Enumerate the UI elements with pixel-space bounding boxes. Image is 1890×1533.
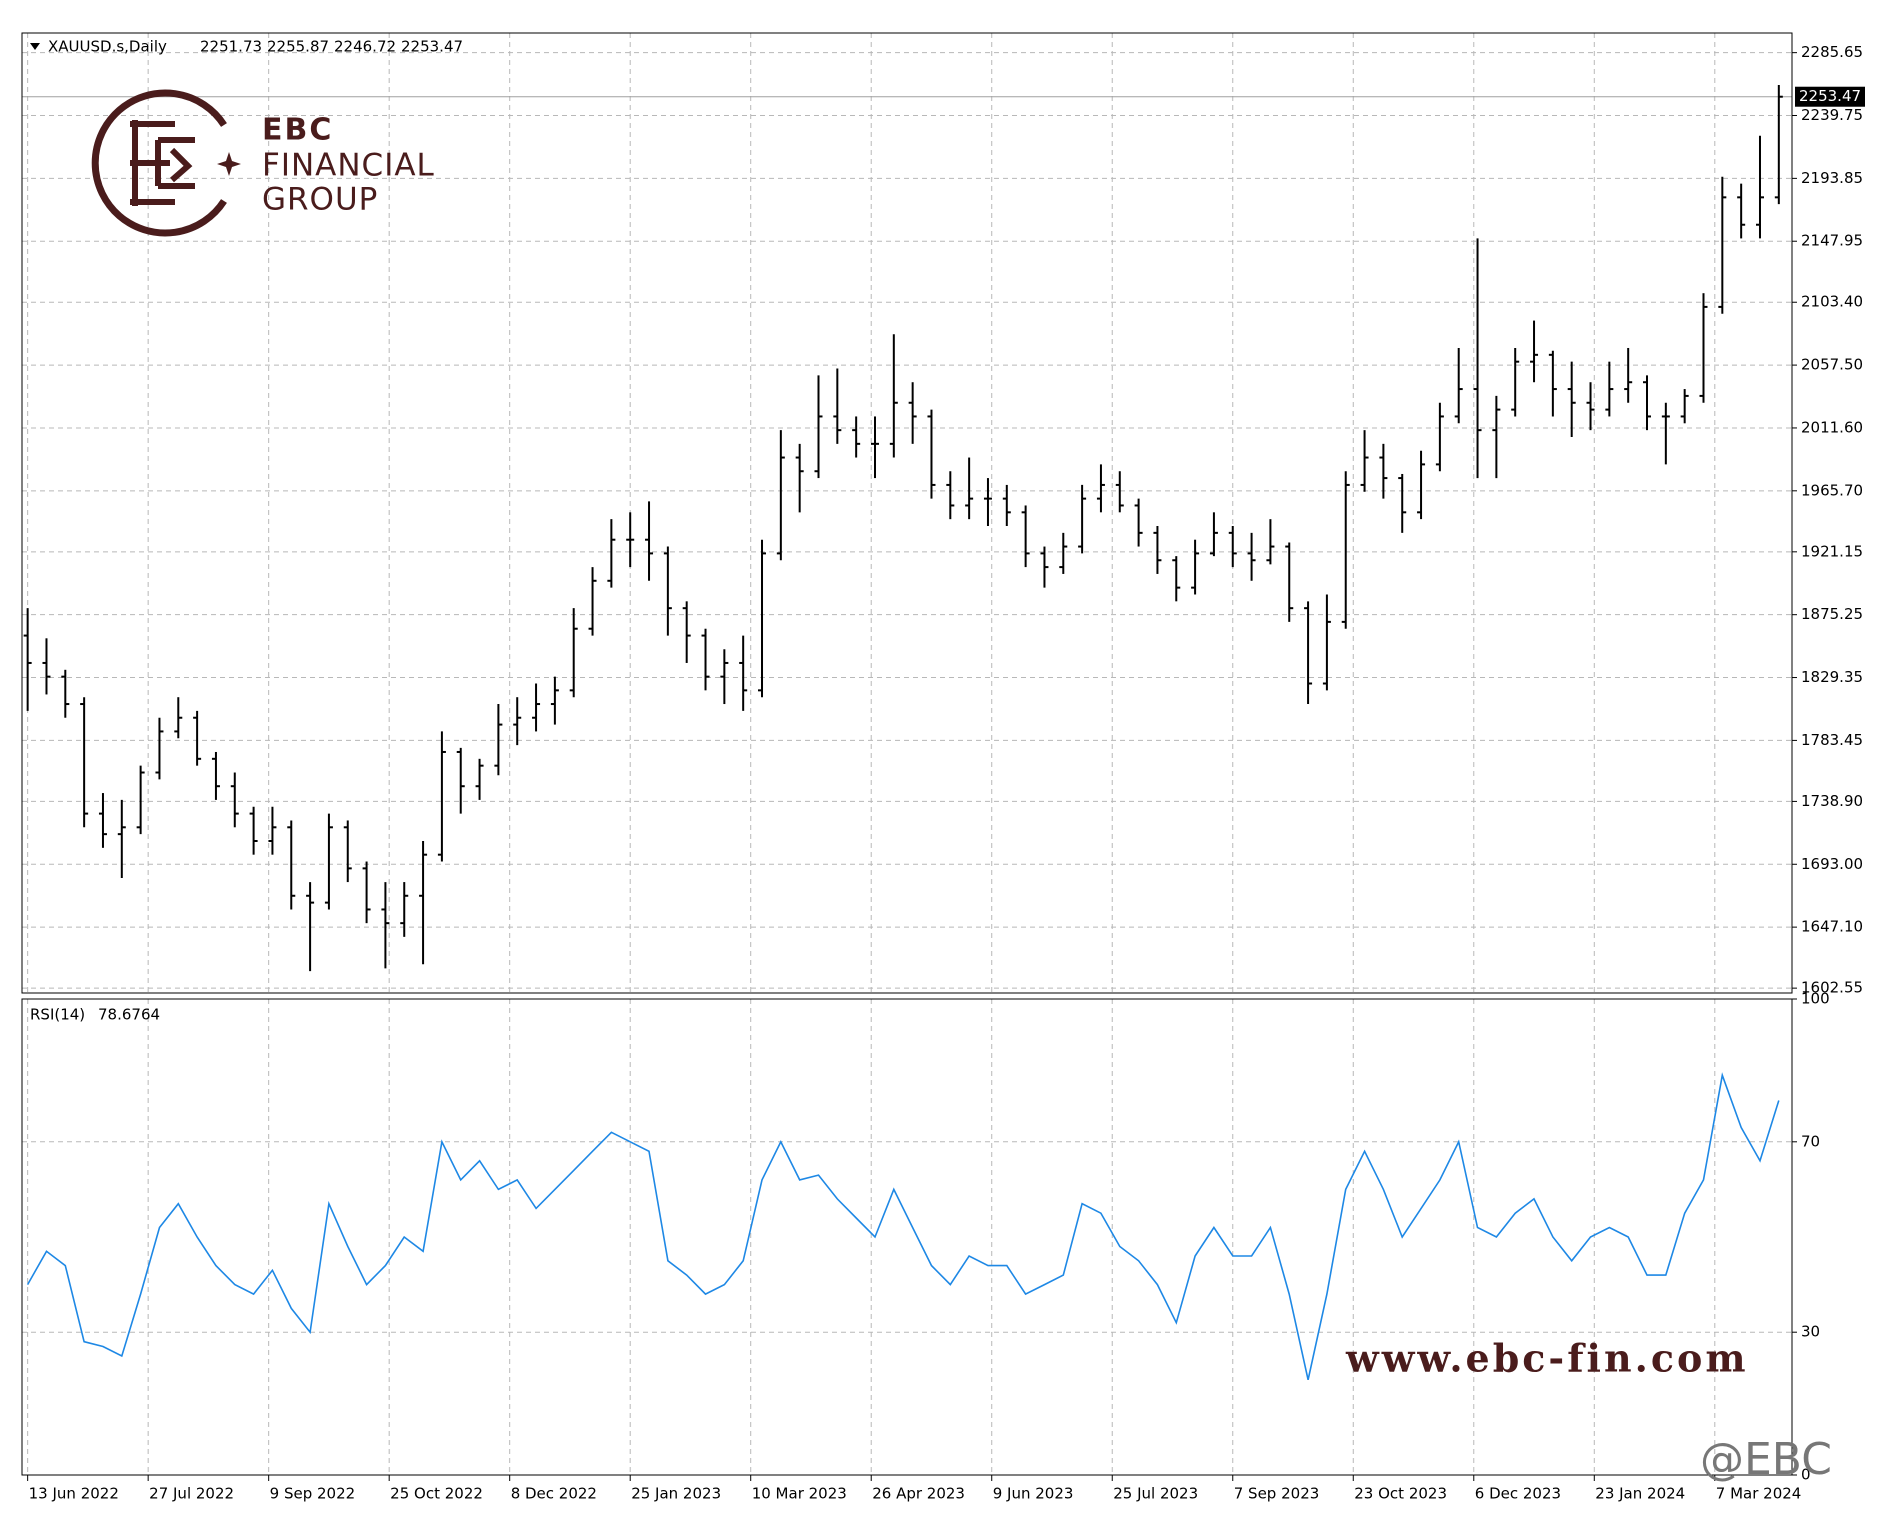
x-tick-label: 27 Jul 2022	[149, 1485, 234, 1503]
x-tick-label: 9 Jun 2023	[993, 1485, 1074, 1503]
handle: @EBC	[1700, 1434, 1832, 1485]
x-tick-label: 25 Jan 2023	[631, 1485, 721, 1503]
y-tick-label: 2103.40	[1801, 293, 1863, 311]
x-tick-label: 8 Dec 2022	[511, 1485, 597, 1503]
dropdown-icon[interactable]	[30, 43, 40, 50]
y-tick-label: 2147.95	[1801, 232, 1863, 250]
x-tick-label: 26 Apr 2023	[872, 1485, 965, 1503]
header-value: 2255.87	[267, 38, 329, 56]
header-value: 2253.47	[401, 38, 463, 56]
y-tick-label: 2011.60	[1801, 418, 1863, 436]
header-value: 2246.72	[334, 38, 396, 56]
header-values: 2251.73 2255.87 2246.72 2253.47	[200, 38, 463, 56]
y-tick-label: 1693.00	[1801, 855, 1863, 873]
y-tick-label: 100	[1801, 990, 1830, 1008]
y-tick-label: 1829.35	[1801, 668, 1863, 686]
logo-name: EBC	[262, 113, 333, 148]
x-tick-label: 10 Mar 2023	[752, 1485, 847, 1503]
y-tick-label: 0	[1801, 1466, 1811, 1484]
price-frame	[21, 32, 1793, 994]
rsi-value: 78.6764	[98, 1006, 160, 1024]
logo-star	[217, 152, 241, 176]
rsi-frame	[21, 998, 1793, 1476]
y-tick-label: 30	[1801, 1323, 1820, 1341]
logo: EBC FINANCIAL GROUP	[91, 89, 435, 237]
y-tick-label: 1647.10	[1801, 918, 1863, 936]
y-tick-label: 1921.15	[1801, 542, 1863, 560]
logo-ring	[91, 89, 227, 237]
logo-line1: FINANCIAL	[262, 148, 435, 184]
logo-line2: GROUP	[262, 182, 378, 218]
x-tick-label: 7 Mar 2024	[1716, 1485, 1802, 1503]
y-tick-label: 2193.85	[1801, 169, 1863, 187]
last-price-label: 2253.47	[1799, 87, 1861, 105]
x-tick-label: 23 Oct 2023	[1354, 1485, 1447, 1503]
y-tick-label: 1965.70	[1801, 481, 1863, 499]
symbol-title: XAUUSD.s,Daily	[48, 38, 167, 56]
rsi-line	[26, 1072, 1780, 1380]
x-tick-label: 13 Jun 2022	[29, 1485, 119, 1503]
y-tick-label: 1875.25	[1801, 605, 1863, 623]
watermark: www.ebc-fin.com	[1345, 1336, 1749, 1381]
last-price-box	[1795, 86, 1865, 107]
y-tick-label: 1602.55	[1801, 979, 1863, 997]
x-tick-label: 7 Sep 2023	[1234, 1485, 1320, 1503]
y-tick-label: 2057.50	[1801, 356, 1863, 374]
panels: 2285.65 2239.75 2193.85 2147.95 2103.40 2057.…	[22, 33, 1865, 1503]
y-tick-label: 2285.65	[1801, 43, 1863, 61]
x-tick-label: 23 Jan 2024	[1595, 1485, 1685, 1503]
rsi-title: RSI(14)	[30, 1006, 85, 1024]
y-tick-label: 70	[1801, 1132, 1820, 1150]
x-tick-label: 25 Oct 2022	[390, 1485, 483, 1503]
y-tick-label: 1738.90	[1801, 792, 1863, 810]
x-tick-label: 9 Sep 2022	[270, 1485, 356, 1503]
x-tick-label: 25 Jul 2023	[1113, 1485, 1198, 1503]
x-tick-label: 6 Dec 2023	[1475, 1485, 1561, 1503]
y-tick-label: 1783.45	[1801, 731, 1863, 749]
logo-mark	[130, 120, 195, 206]
header-value: 2251.73	[200, 38, 262, 56]
y-tick-label: 2239.75	[1801, 106, 1863, 124]
